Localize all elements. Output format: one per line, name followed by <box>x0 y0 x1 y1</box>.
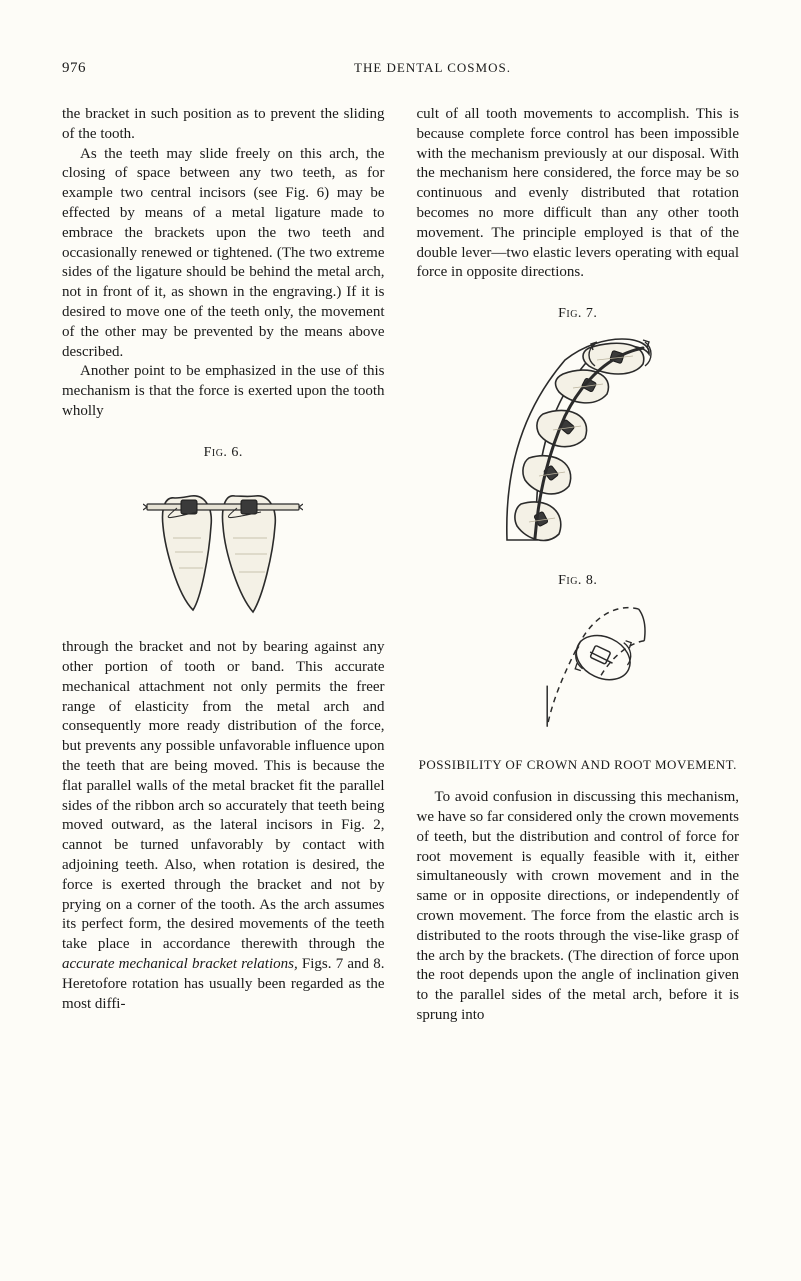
left-p4a: through the bracket and not by bearing a… <box>62 639 385 952</box>
fig7-image <box>417 330 740 550</box>
left-column: the bracket in such position as to preve… <box>62 105 385 1026</box>
right-column: cult of all tooth movements to accomplis… <box>417 105 740 1026</box>
right-p2: To avoid confusion in discussing this me… <box>417 788 740 1026</box>
fig6-image <box>62 468 385 618</box>
left-p4-ital: accurate mechanical bracket relations, <box>62 956 298 972</box>
left-p2: As the teeth may slide freely on this ar… <box>62 145 385 363</box>
running-title: THE DENTAL COSMOS. <box>86 60 739 76</box>
header-row: 976 THE DENTAL COSMOS. <box>62 60 739 77</box>
left-p1: the bracket in such position as to preve… <box>62 105 385 145</box>
fig8-image <box>417 596 740 736</box>
right-p1: cult of all tooth movements to accomplis… <box>417 105 740 283</box>
left-p3: Another point to be emphasized in the us… <box>62 362 385 421</box>
section-head: POSSIBILITY OF CROWN AND ROOT MOVEMENT. <box>417 756 740 774</box>
fig6-label: Fig. 6. <box>62 444 385 462</box>
fig8-svg <box>493 596 663 736</box>
page: 976 THE DENTAL COSMOS. the bracket in su… <box>0 0 801 1281</box>
left-p4: through the bracket and not by bearing a… <box>62 638 385 1014</box>
fig6-svg <box>143 468 303 618</box>
fig7-svg <box>493 330 663 550</box>
fig7-label: Fig. 7. <box>417 305 740 323</box>
columns: the bracket in such position as to preve… <box>62 105 739 1026</box>
page-number: 976 <box>62 60 86 77</box>
fig8-label: Fig. 8. <box>417 572 740 590</box>
